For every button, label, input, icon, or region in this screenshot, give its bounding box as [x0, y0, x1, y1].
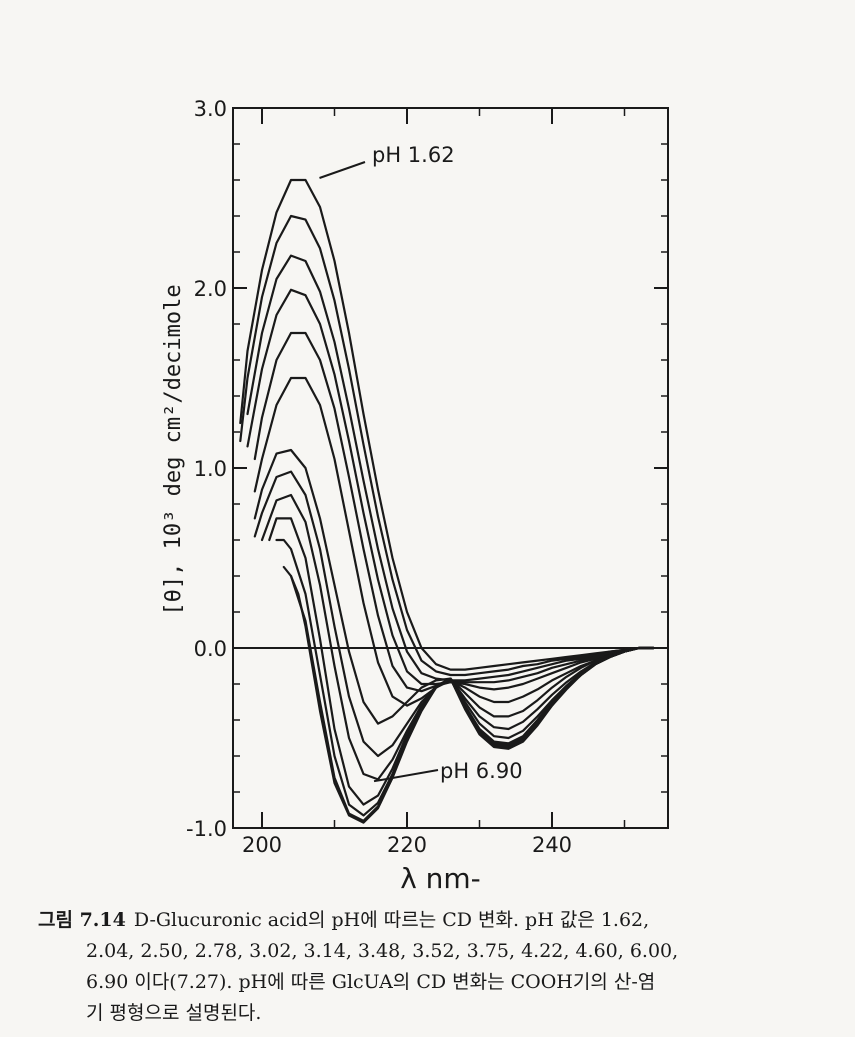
series-line: [239, 178, 655, 671]
chart-svg: -1.0 0.0 1.0 2.0 3.0 200 220 240 pH 1.62 pH 6.90 […: [161, 97, 669, 895]
annotation-leader-ph690: [373, 769, 439, 783]
x-tick-label: 200: [242, 833, 282, 857]
cd-spectrum-chart: -1.0 0.0 1.0 2.0 3.0 200 220 240 pH 1.62 pH 6.90 […: [161, 97, 669, 895]
caption-label: 그림 7.14: [38, 909, 126, 931]
x-tick-label: 240: [532, 833, 572, 857]
y-tick-label: 2.0: [194, 277, 227, 301]
caption-line-4: 기 평형으로 설명된다.: [86, 1002, 262, 1024]
series-line: [289, 574, 655, 824]
x-tick-label: 220: [387, 833, 427, 857]
series-line: [246, 288, 655, 686]
y-tick-label: -1.0: [186, 817, 227, 841]
annotation-ph162: pH 1.62: [372, 143, 455, 167]
series-line: [239, 214, 655, 677]
plot-frame: [232, 107, 669, 829]
annotation-leader-ph162: [319, 161, 366, 179]
figure-caption: 그림 7.14 D-Glucuronic acid의 pH에 따르는 CD 변화.…: [38, 905, 838, 1029]
series-line: [246, 254, 655, 682]
y-tick-label: 0.0: [194, 637, 227, 661]
y-axis-label: [θ], 10³ deg cm²/decimole: [161, 284, 186, 615]
y-tick-label: 1.0: [194, 457, 227, 481]
annotation-ph690: pH 6.90: [440, 759, 523, 783]
caption-line-2: 2.04, 2.50, 2.78, 3.02, 3.14, 3.48, 3.52…: [86, 940, 679, 962]
y-tick-label: 3.0: [194, 97, 227, 121]
caption-line-3: 6.90 이다(7.27). pH에 따른 GlcUA의 CD 변화는 COOH…: [86, 971, 656, 993]
caption-line-1: D-Glucuronic acid의 pH에 따르는 CD 변화. pH 값은 …: [133, 909, 650, 931]
x-axis-label: λ nm-: [400, 862, 481, 895]
series-line: [253, 331, 655, 693]
